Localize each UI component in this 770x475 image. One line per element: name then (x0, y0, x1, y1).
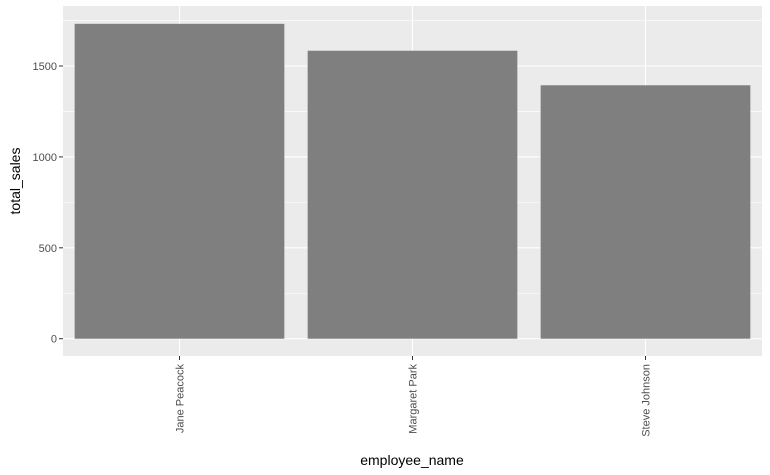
x-tick-label: Steve Johnson (641, 364, 653, 437)
y-axis-title: total_sales (7, 148, 23, 215)
bar-steve-johnson (540, 85, 751, 339)
bar-jane-peacock (74, 23, 285, 339)
y-tick-label: 500 (39, 243, 57, 255)
y-tick-label: 1500 (33, 61, 57, 73)
x-tick-label: Jane Peacock (175, 364, 187, 434)
bar-margaret-park (307, 50, 518, 339)
x-tick-label: Margaret Park (408, 364, 420, 434)
x-axis-title: employee_name (360, 452, 464, 468)
bars (74, 23, 751, 339)
y-tick-label: 1000 (33, 152, 57, 164)
x-axis: Jane Peacock Margaret Park Steve Johnson (175, 356, 653, 437)
y-axis: 0 500 1000 1500 (33, 61, 63, 346)
y-tick-label: 0 (51, 334, 57, 346)
